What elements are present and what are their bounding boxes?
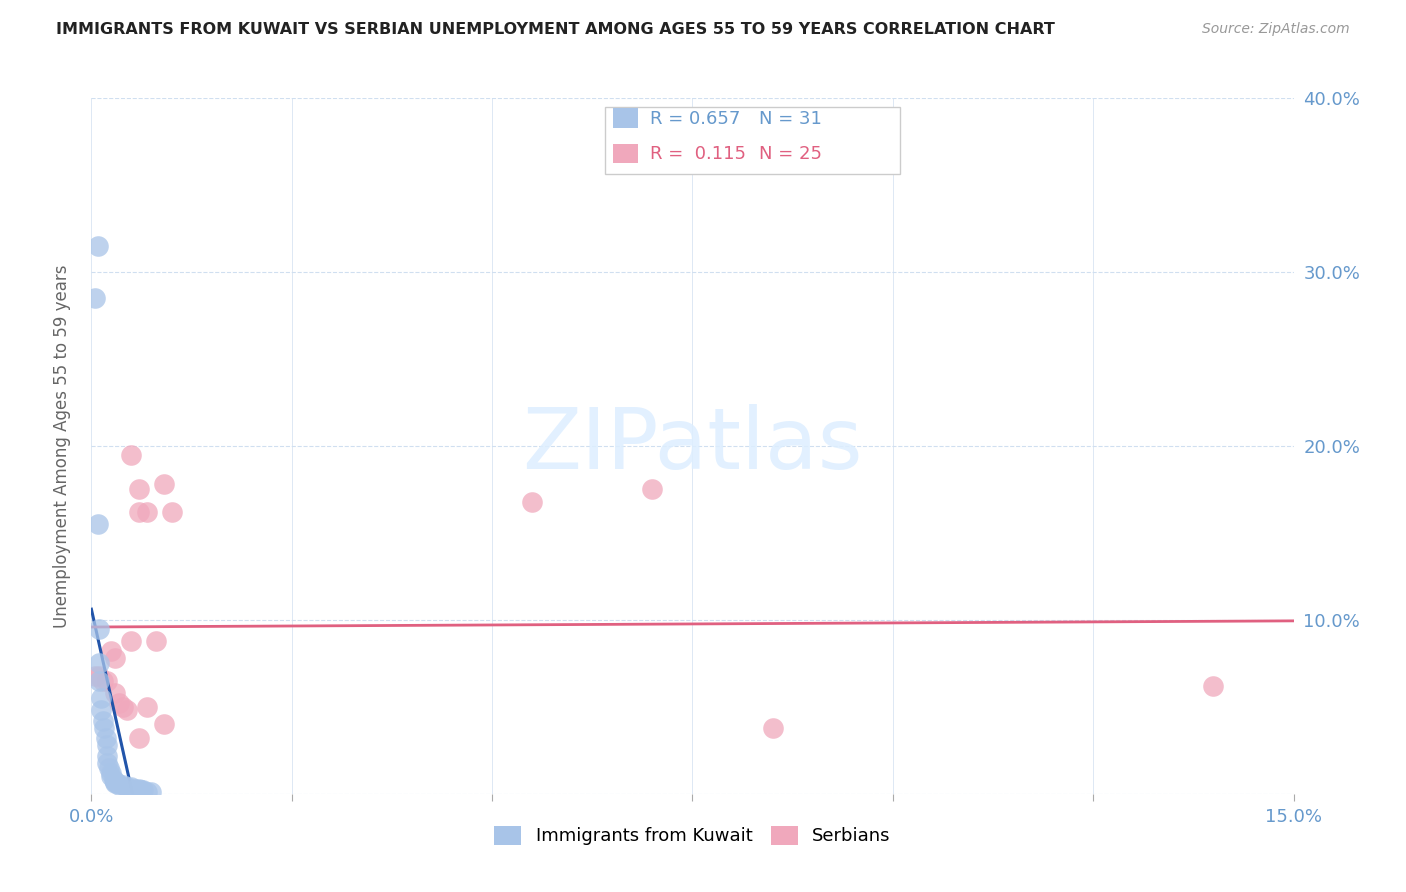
Point	[87, 517, 110, 532]
Point	[762, 721, 785, 735]
Point	[96, 673, 118, 688]
Text: Source: ZipAtlas.com: Source: ZipAtlas.com	[1202, 22, 1350, 37]
Point	[98, 761, 121, 775]
Point	[89, 668, 111, 682]
Point	[112, 778, 135, 792]
Point	[96, 756, 118, 770]
Point	[145, 633, 167, 648]
Point	[100, 644, 122, 658]
Point	[83, 291, 105, 305]
Point	[112, 699, 135, 714]
Point	[94, 731, 117, 746]
Point	[84, 668, 107, 682]
Point	[89, 657, 111, 671]
Point	[104, 774, 127, 789]
Point	[522, 494, 544, 508]
Point	[128, 483, 150, 497]
Point	[91, 714, 114, 728]
Point	[104, 776, 127, 790]
Point	[121, 633, 143, 648]
Point	[117, 703, 139, 717]
Y-axis label: Unemployment Among Ages 55 to 59 years: Unemployment Among Ages 55 to 59 years	[52, 264, 70, 628]
Point	[128, 505, 150, 519]
Point	[160, 505, 183, 519]
Legend: Immigrants from Kuwait, Serbians: Immigrants from Kuwait, Serbians	[485, 817, 900, 855]
Text: N = 25: N = 25	[759, 145, 823, 163]
Point	[117, 780, 139, 794]
Point	[641, 483, 664, 497]
Point	[93, 721, 115, 735]
Point	[128, 781, 150, 796]
Point	[89, 622, 111, 636]
Point	[108, 697, 131, 711]
Point	[136, 699, 159, 714]
Point	[129, 783, 152, 797]
Point	[128, 731, 150, 746]
Text: ZIPatlas: ZIPatlas	[522, 404, 863, 488]
Point	[152, 717, 174, 731]
Point	[121, 448, 143, 462]
Point	[90, 691, 112, 706]
Point	[100, 766, 122, 780]
Point	[103, 772, 125, 787]
Point	[96, 748, 118, 763]
Point	[1202, 679, 1225, 693]
Point	[136, 505, 159, 519]
Point	[96, 738, 118, 752]
Point	[141, 785, 163, 799]
Point	[90, 703, 112, 717]
Text: R =  0.115: R = 0.115	[650, 145, 745, 163]
Point	[100, 769, 122, 784]
Point	[87, 239, 110, 253]
Point	[136, 785, 159, 799]
Text: IMMIGRANTS FROM KUWAIT VS SERBIAN UNEMPLOYMENT AMONG AGES 55 TO 59 YEARS CORRELA: IMMIGRANTS FROM KUWAIT VS SERBIAN UNEMPL…	[56, 22, 1054, 37]
Point	[108, 778, 131, 792]
Point	[152, 477, 174, 491]
Text: R = 0.657: R = 0.657	[650, 110, 740, 128]
Point	[89, 673, 111, 688]
Point	[121, 780, 143, 794]
Point	[104, 686, 127, 700]
Text: N = 31: N = 31	[759, 110, 823, 128]
Point	[124, 781, 146, 796]
Point	[132, 783, 155, 797]
Point	[105, 776, 128, 790]
Point	[104, 651, 127, 665]
Point	[93, 673, 115, 688]
